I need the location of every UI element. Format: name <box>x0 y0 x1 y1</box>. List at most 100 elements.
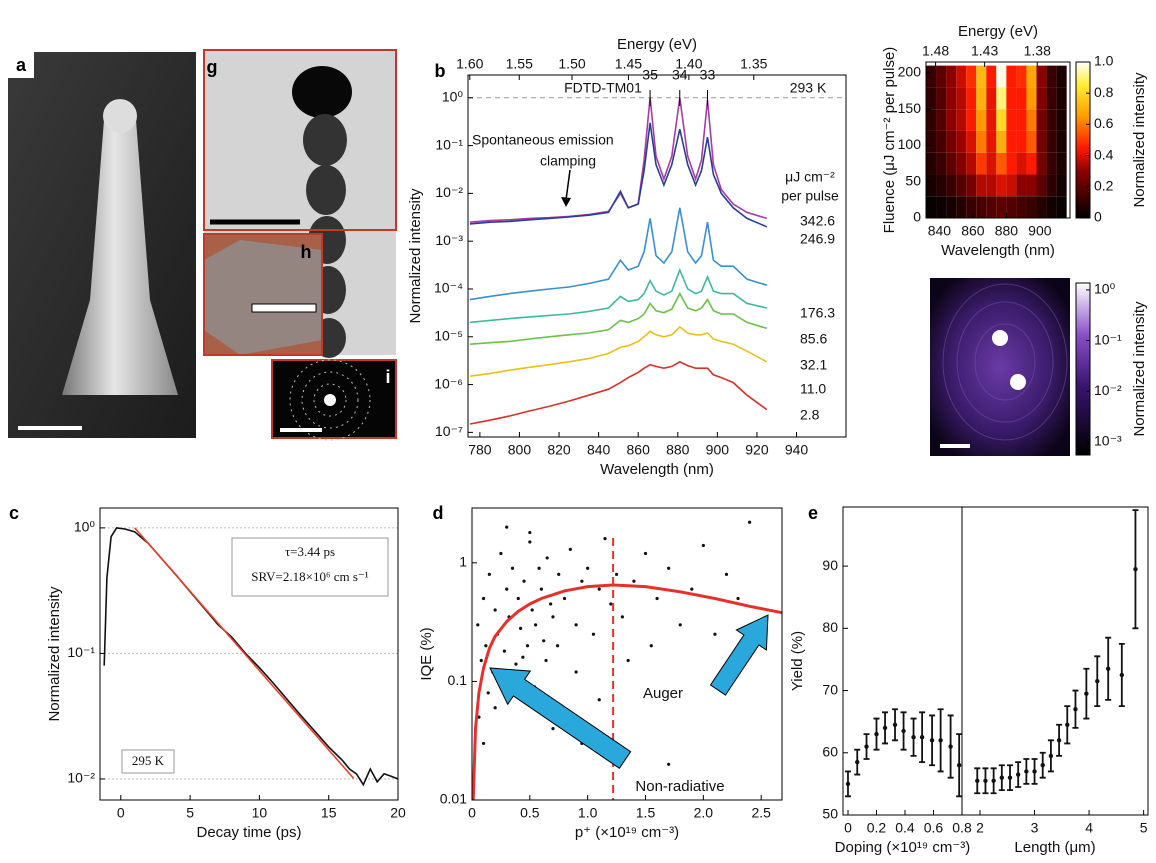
heatmap-cell <box>926 152 937 175</box>
heatmap-cell <box>956 152 967 175</box>
annotation-box <box>231 537 389 597</box>
scale-bar <box>251 303 317 313</box>
panel-label: d <box>433 503 444 523</box>
point <box>542 639 546 643</box>
point <box>510 566 515 570</box>
point <box>1024 769 1029 774</box>
heatmap-cell <box>946 65 957 88</box>
annotation: Spontaneous emission <box>472 132 614 148</box>
y-tick-label: 150 <box>898 100 922 116</box>
point <box>539 587 544 591</box>
heatmap-cell <box>976 152 987 175</box>
point <box>544 658 548 663</box>
heatmap-cell <box>1026 174 1037 197</box>
y-tick-label: 0 <box>913 209 921 225</box>
x-tick-label: 4 <box>1085 820 1093 836</box>
heatmap-cell <box>936 174 947 197</box>
point <box>1119 672 1125 678</box>
series-line <box>469 325 768 377</box>
heatmap-cell <box>1036 87 1047 110</box>
heatmap-cell <box>966 196 977 218</box>
x2-tick-label: 1.40 <box>675 56 702 72</box>
legend-title: per pulse <box>781 188 839 204</box>
heatmap-cell <box>926 109 937 131</box>
lobe <box>1010 374 1026 390</box>
y-tick-label: 10⁻¹ <box>435 136 463 152</box>
x2-tick-label: 1.50 <box>558 56 585 72</box>
point <box>574 670 578 674</box>
point <box>555 644 560 648</box>
point <box>713 632 717 636</box>
annotation: FDTD-TM01 <box>564 80 642 96</box>
diffraction-rings <box>289 359 371 441</box>
y-tick-label: 10⁻⁷ <box>435 423 463 439</box>
panel-border <box>203 233 323 356</box>
colorbar <box>1075 282 1091 456</box>
colorbar-tick-label: 10⁻¹ <box>1094 331 1122 347</box>
heatmap-cell <box>1036 109 1047 131</box>
colorbar-tick-label: 0.6 <box>1094 115 1114 131</box>
heatmap-cell <box>1046 65 1057 88</box>
y-tick-label: 60 <box>822 743 838 759</box>
pillar-tip <box>103 99 137 133</box>
point <box>845 781 851 787</box>
x-axis-label: p⁺ (×10¹⁹ cm⁻³) <box>575 824 679 841</box>
annotation: clamping <box>540 153 596 169</box>
x-tick-label: 1.0 <box>578 805 598 821</box>
heatmap-cell <box>926 130 937 153</box>
x2-tick-label: 1.60 <box>456 56 483 72</box>
plot-frame <box>99 507 399 801</box>
heatmap-cell <box>1056 109 1067 131</box>
point <box>649 644 653 648</box>
x-axis-label: Wavelength (nm) <box>941 242 1055 259</box>
heatmap-cell <box>996 87 1007 110</box>
x-tick-label: 900 <box>1028 223 1052 239</box>
point <box>983 778 988 783</box>
x-tick-label: 15 <box>321 805 337 821</box>
series-label: 32.1 <box>800 357 827 373</box>
heatmap-cell <box>966 152 977 175</box>
heatmap-cell <box>1026 87 1037 110</box>
heatmap-cell <box>936 65 947 88</box>
series-label: 2.8 <box>800 407 820 423</box>
point <box>514 662 518 666</box>
heatmap-cell <box>926 174 937 197</box>
x-tick-label: 820 <box>547 442 571 458</box>
heatmap-cell <box>966 174 977 197</box>
heatmap-cell <box>986 174 997 197</box>
heatmap-cell <box>1016 130 1027 153</box>
x2-tick-label: 1.48 <box>922 43 949 59</box>
x-tick-label: 0 <box>844 820 852 836</box>
point <box>1133 567 1138 572</box>
point <box>701 543 705 548</box>
point <box>1095 679 1100 684</box>
panel-label: b <box>435 61 446 81</box>
y-tick-label: 10⁻⁵ <box>434 327 463 343</box>
heatmap-cell <box>976 109 987 131</box>
x-tick-label: 5 <box>186 805 194 821</box>
heatmap-cell <box>1056 65 1067 88</box>
fit-line <box>471 583 783 801</box>
point <box>632 579 636 583</box>
heatmap-cell <box>1046 109 1057 131</box>
x-tick-label: 0.5 <box>520 805 540 821</box>
y-tick-label: 70 <box>822 681 838 697</box>
heatmap-cell <box>956 196 967 218</box>
annotation: τ=3.44 ps <box>285 544 335 559</box>
heatmap-cell <box>1036 174 1047 197</box>
heatmap-cell <box>996 196 1007 218</box>
y-axis-label: IQE (%) <box>418 627 435 680</box>
heatmap-cell <box>986 87 997 110</box>
x-tick-label: 2.0 <box>694 805 714 821</box>
y-tick-label: 100 <box>898 136 922 152</box>
annotation: SRV=2.18×10⁶ cm s⁻¹ <box>251 569 368 584</box>
heatmap-cell <box>966 65 977 88</box>
y-axis-label: Normalized intensity <box>46 586 63 722</box>
panel-label: a <box>16 55 27 75</box>
heatmap-cell <box>946 152 957 175</box>
colorbar-tick-label: 0.4 <box>1094 146 1114 162</box>
point <box>614 572 619 576</box>
x2-tick-label: 1.45 <box>615 56 642 72</box>
x2-axis-label: Energy (eV) <box>617 36 697 53</box>
plot-frame <box>961 506 1149 816</box>
